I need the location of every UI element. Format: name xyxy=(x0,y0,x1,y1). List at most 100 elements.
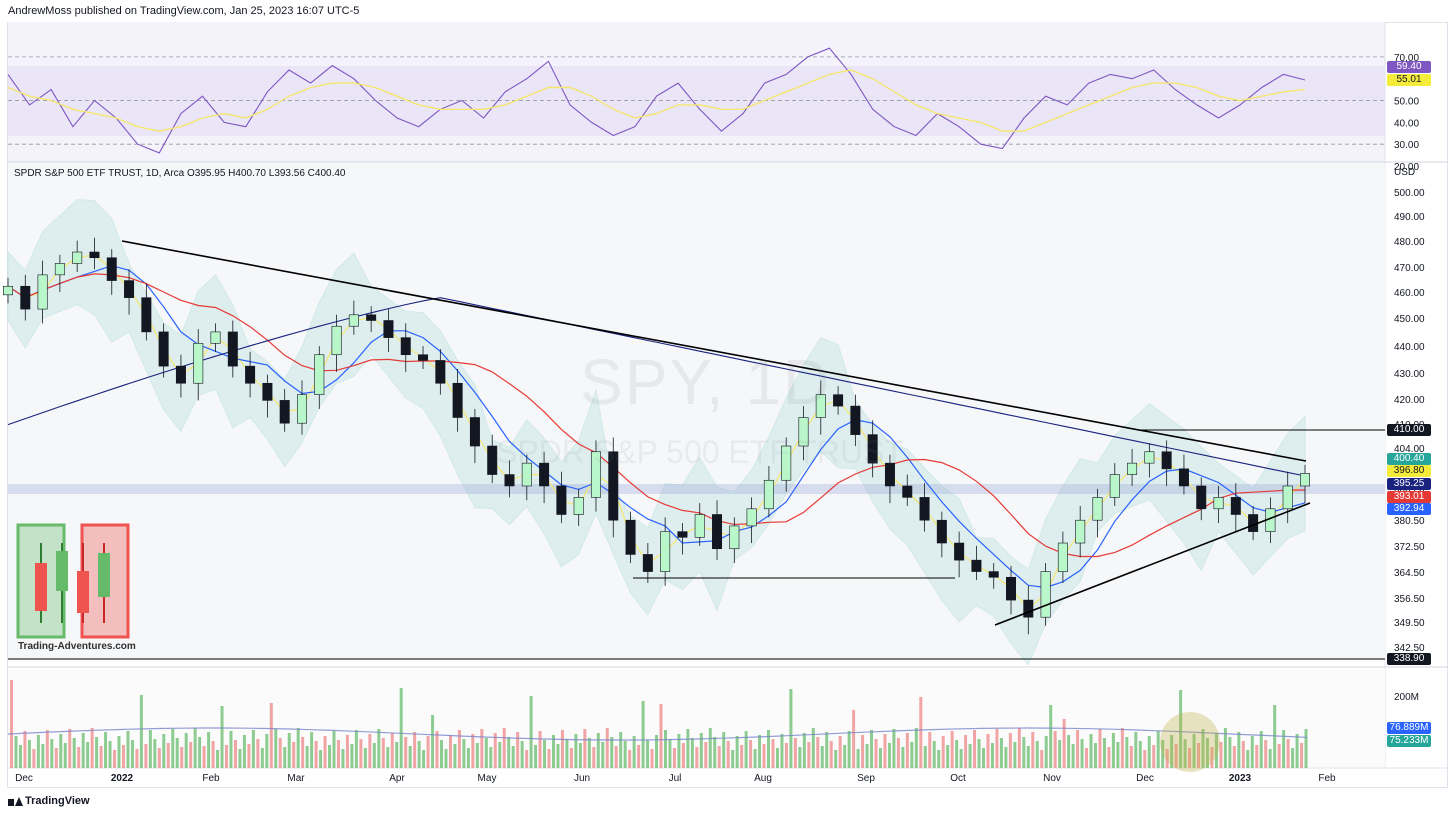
sma20-price-label: 392.94 xyxy=(1387,503,1431,515)
volume-bar-up xyxy=(86,742,90,768)
volume-bar-up xyxy=(811,728,815,768)
volume-bar-down xyxy=(883,734,887,768)
volume-bar-down xyxy=(247,744,251,768)
volume-bar-down xyxy=(1107,747,1111,768)
volume-bar-down xyxy=(1264,740,1268,768)
volume-bar-down xyxy=(202,746,206,768)
volume-bar-down xyxy=(928,732,932,768)
candle-down xyxy=(1023,599,1034,618)
volume-bar-down xyxy=(32,749,36,768)
volume-bar-up xyxy=(260,748,264,768)
sma20-line xyxy=(7,265,1306,589)
candle-down xyxy=(1178,468,1189,487)
volume-bar-up xyxy=(758,735,762,768)
volume-bar-up xyxy=(1138,741,1142,768)
rsi-axis-tick: 50.00 xyxy=(1394,97,1419,108)
volume-bar-up xyxy=(731,750,735,768)
volume-bar-down xyxy=(233,740,237,768)
volume-bar-down xyxy=(457,730,461,768)
candle-down xyxy=(469,417,480,447)
volume-bar-up xyxy=(780,734,784,768)
volume-bar-down xyxy=(547,749,551,768)
candle-down xyxy=(89,251,100,259)
volume-ma-label: 76.889M xyxy=(1387,722,1431,734)
volume-bar-up xyxy=(193,728,197,768)
candle-up xyxy=(1040,571,1051,618)
volume-bar-up xyxy=(41,744,45,768)
candle-up xyxy=(1075,519,1086,544)
volume-bar-up xyxy=(1067,735,1071,768)
volume-bar-up xyxy=(466,748,470,768)
time-axis-tick: Sep xyxy=(857,773,875,784)
volume-bar-down xyxy=(1017,728,1021,768)
volume-bar-up xyxy=(462,739,466,768)
candle-down xyxy=(227,331,238,367)
volume-bar-down xyxy=(23,731,27,768)
volume-bar-down xyxy=(583,729,587,768)
highlight-zone xyxy=(8,484,1385,494)
volume-bar-up xyxy=(767,730,771,768)
volume-bar-up xyxy=(1259,731,1263,768)
candle-down xyxy=(850,405,861,435)
volume-bar-down xyxy=(381,738,385,768)
candle-down xyxy=(418,354,429,361)
volume-bar-up xyxy=(95,737,99,768)
volume-bar-down xyxy=(493,733,497,768)
volume-bar-up xyxy=(910,742,914,768)
volume-bar-up xyxy=(1214,733,1218,768)
volume-bar-up xyxy=(520,741,524,768)
candle-down xyxy=(625,519,636,555)
volume-bar-down xyxy=(852,710,856,768)
volume-bar-down xyxy=(995,729,999,768)
volume-bar-up xyxy=(1223,728,1227,768)
volume-bar-up xyxy=(251,730,255,768)
volume-bar-down xyxy=(605,728,609,768)
time-axis-tick: Jun xyxy=(574,773,590,784)
candle-down xyxy=(279,400,290,424)
volume-bar-up xyxy=(148,730,152,768)
price-axis-currency: USD xyxy=(1394,167,1415,178)
volume-bar-up xyxy=(153,739,157,768)
volume-bar-up xyxy=(1125,737,1129,768)
volume-bar-up xyxy=(104,732,108,768)
volume-bar-down xyxy=(1255,745,1259,768)
candle-down xyxy=(677,531,688,538)
volume-bar-down xyxy=(359,739,363,768)
trading-adventures-logo-icon xyxy=(16,523,132,641)
volume-bar-down xyxy=(323,736,327,768)
volume-bar-up xyxy=(744,731,748,768)
volume-bar-down xyxy=(1031,732,1035,768)
candle-up xyxy=(72,251,83,264)
volume-bar-down xyxy=(225,745,229,768)
candle-down xyxy=(884,462,895,487)
volume-bar-up xyxy=(753,749,757,768)
volume-bar-down xyxy=(1241,741,1245,768)
candle-down xyxy=(608,451,619,521)
volume-axis-tick: 200M xyxy=(1394,692,1419,703)
rsi-ma-label: 55.01 xyxy=(1387,74,1431,86)
volume-bar-up xyxy=(18,745,22,768)
candle-down xyxy=(124,280,135,298)
candle-down xyxy=(1006,576,1017,601)
volume-bar-down xyxy=(650,749,654,768)
sma50-price-label: 393.01 xyxy=(1387,491,1431,503)
candle-up xyxy=(1057,542,1068,572)
volume-bar-up xyxy=(1080,739,1084,768)
volume-bar-down xyxy=(471,734,475,768)
volume-bar-up xyxy=(1093,743,1097,768)
volume-bar-down xyxy=(336,740,340,768)
candle-down xyxy=(867,434,878,464)
volume-bar-up xyxy=(834,750,838,768)
volume-bar-up xyxy=(556,744,560,768)
volume-bar-up xyxy=(825,732,829,768)
price-pane-bg xyxy=(8,163,1385,660)
candle-down xyxy=(245,365,256,384)
volume-bar-up xyxy=(1201,729,1205,768)
candle-down xyxy=(366,314,377,321)
price-axis-tick: 450.00 xyxy=(1394,314,1425,325)
volume-bar-down xyxy=(681,743,685,768)
volume-bar-up xyxy=(887,743,891,768)
volume-bar-down xyxy=(90,728,94,768)
volume-bar-up xyxy=(1111,733,1115,768)
